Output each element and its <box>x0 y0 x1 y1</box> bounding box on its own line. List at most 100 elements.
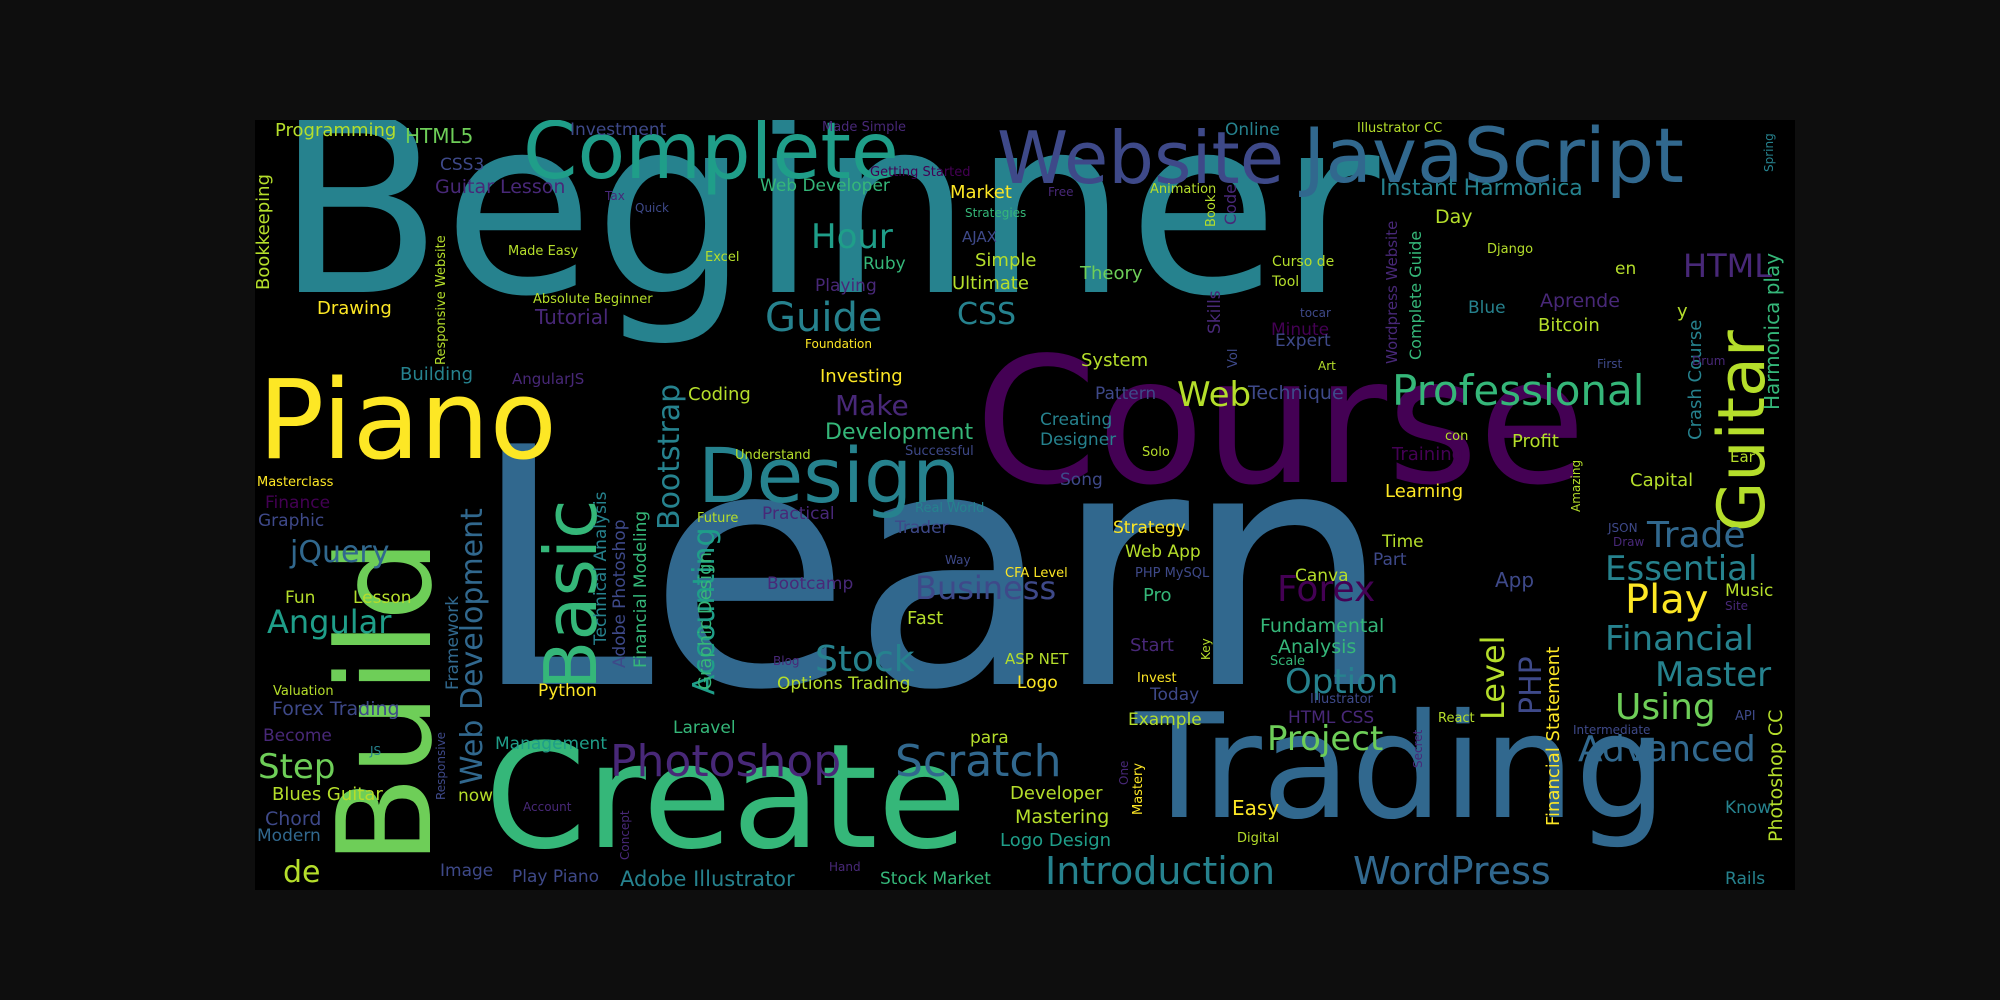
word-using: Using <box>1615 687 1716 728</box>
word-forex: Forex <box>1277 569 1376 610</box>
word-getting-started: Getting Started <box>870 165 971 180</box>
word-expert: Expert <box>1275 331 1331 351</box>
word-way: Way <box>945 553 971 567</box>
word-bitcoin: Bitcoin <box>1538 315 1600 336</box>
word-easy: Easy <box>1232 796 1280 820</box>
word-simple: Simple <box>975 250 1037 271</box>
word-illustrator-cc: Illustrator CC <box>1357 121 1443 136</box>
word-pattern: Pattern <box>1095 384 1157 404</box>
word-trade: Trade <box>1647 515 1746 556</box>
word-masterclass: Masterclass <box>257 475 334 490</box>
word-technique: Technique <box>1248 382 1344 404</box>
word-con: con <box>1445 429 1469 444</box>
word-financial-modeling: Financial Modeling <box>631 510 651 668</box>
word-image: Image <box>440 861 494 881</box>
word-management: Management <box>495 734 607 754</box>
word-chord: Chord <box>265 808 322 830</box>
word-html-css: HTML CSS <box>1288 708 1375 728</box>
word-code: Code <box>1221 184 1240 225</box>
word-one: One <box>1117 760 1131 785</box>
word-python: Python <box>538 681 597 701</box>
word-quick: Quick <box>635 201 669 215</box>
word-forex-trading: Forex Trading <box>272 698 400 720</box>
word-project: Project <box>1267 719 1384 759</box>
word-bootstrap: Bootstrap <box>652 383 687 530</box>
word-php-mysql: PHP MySQL <box>1135 566 1210 581</box>
word-valuation: Valuation <box>273 684 334 699</box>
word-market: Market <box>950 182 1012 203</box>
word-hand: Hand <box>829 860 861 874</box>
word-excel: Excel <box>705 250 740 265</box>
word-online: Online <box>1225 120 1280 140</box>
word-piano: Piano <box>258 356 557 484</box>
word-create: Create <box>485 713 967 882</box>
word-free: Free <box>1048 185 1074 199</box>
word-ruby: Ruby <box>863 254 906 274</box>
word-curso-de: Curso de <box>1272 254 1335 270</box>
word-responsive-website: Responsive Website <box>434 235 449 365</box>
word-responsive: Responsive <box>434 731 448 800</box>
word-know: Know <box>1725 798 1772 818</box>
word-canva: Canva <box>1295 566 1349 586</box>
word-aprende: Aprende <box>1540 290 1620 312</box>
word-skills: Skills <box>1205 290 1225 334</box>
word-guitar-lesson: Guitar Lesson <box>435 176 566 198</box>
word-react: React <box>1438 711 1475 726</box>
word-ajax: AJAX <box>962 228 997 246</box>
word-tax: Tax <box>605 189 625 203</box>
word-ear: Ear <box>1730 448 1755 466</box>
word-playing: Playing <box>815 276 877 296</box>
word-capital: Capital <box>1630 470 1694 491</box>
word-intermediate: Intermediate <box>1573 723 1651 737</box>
word-django: Django <box>1487 242 1534 257</box>
word-crash-course: Crash Course <box>1685 319 1706 440</box>
word-javascript: JavaScript <box>1303 120 1684 200</box>
word-song: Song <box>1060 470 1103 490</box>
word-technical-analysis: Technical Analysis <box>591 491 611 645</box>
word-design: Design <box>698 431 961 520</box>
word-app: App <box>1495 568 1535 592</box>
word-finance: Finance <box>265 493 331 513</box>
word-professional: Professional <box>1392 366 1645 415</box>
word-beginner: Beginner <box>275 120 1380 350</box>
word-draw: Draw <box>1613 535 1645 549</box>
word-account: Account <box>523 800 572 814</box>
word-invest: Invest <box>1137 671 1177 686</box>
word-de: de <box>283 855 321 890</box>
word-real-world: Real World <box>915 501 985 516</box>
word-web-app: Web App <box>1125 542 1201 562</box>
word-secret: Secret <box>1411 729 1425 768</box>
word-understand: Understand <box>735 448 811 463</box>
word-course: Course <box>975 321 1586 524</box>
word-business: Business <box>915 569 1057 607</box>
word-developer: Developer <box>1010 783 1103 804</box>
word-advanced: Advanced <box>1578 729 1756 770</box>
word-music: Music <box>1725 581 1774 601</box>
word-investment: Investment <box>570 120 667 140</box>
word-play: Play <box>1625 577 1709 623</box>
word-blue: Blue <box>1468 298 1506 318</box>
word-blues-guitar: Blues Guitar <box>272 784 383 805</box>
word-bookkeeping: Bookkeeping <box>255 174 274 290</box>
word-photoshop: Photoshop <box>610 736 842 787</box>
word-illustrator: Illustrator <box>1310 692 1373 707</box>
word-vol: Vol <box>1226 348 1241 368</box>
word-graphic-design: Graphic Design <box>695 552 716 690</box>
word-step: Step <box>258 747 336 787</box>
word-wordpress-website: Wordpress Website <box>1383 220 1401 364</box>
word-website: Website <box>997 120 1285 200</box>
word-tutorial: Tutorial <box>535 305 609 329</box>
word-web: Web <box>1177 375 1252 415</box>
word-strategy: Strategy <box>1113 518 1186 538</box>
word-photoshop-cc: Photoshop CC <box>1765 709 1787 842</box>
word-html: HTML <box>1683 247 1773 285</box>
word-financial-statement: Financial Statement <box>1543 646 1564 826</box>
word-logo-design: Logo Design <box>1000 830 1112 851</box>
word-blog: Blog <box>773 654 800 668</box>
word-lesson: Lesson <box>353 588 412 608</box>
word-asp-net: ASP NET <box>1005 650 1069 668</box>
word-harmonica-play: Harmonica play <box>1760 252 1784 410</box>
word-investing: Investing <box>820 366 903 387</box>
word-minute: Minute <box>1271 320 1330 340</box>
word-css: CSS <box>957 297 1017 332</box>
